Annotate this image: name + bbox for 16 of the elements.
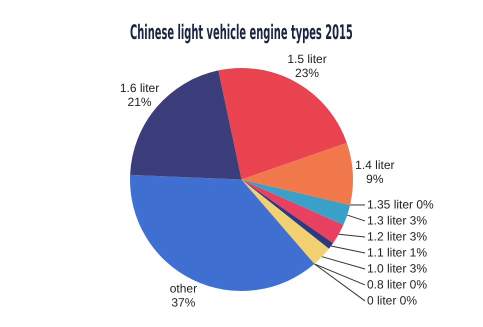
slice-label: 1.1 liter 1% — [367, 245, 428, 260]
data-label: 37% — [171, 295, 196, 310]
slice-label: 1.2 liter 3% — [367, 229, 428, 244]
legend-label: 1.35 liter 0% — [367, 197, 434, 212]
data-label: 9% — [366, 172, 384, 186]
data-label: 23% — [295, 66, 320, 80]
category-label: 0.8 liter 0% — [367, 277, 428, 292]
slice-label: 1.3 liter 3% — [367, 213, 428, 228]
slice-label: 1.4 liter — [355, 158, 394, 172]
data-label: 21% — [128, 95, 152, 110]
chart-title: Chinese light vehicle engine types 2015 — [130, 20, 353, 44]
slice-label: 1.5 liter — [287, 52, 327, 66]
slice-label: 1.0 liter 3% — [367, 261, 428, 276]
slice-label: 1.6 liter — [120, 81, 160, 96]
slice-label: other — [170, 281, 198, 296]
category-label: 0 liter 0% — [367, 293, 418, 308]
